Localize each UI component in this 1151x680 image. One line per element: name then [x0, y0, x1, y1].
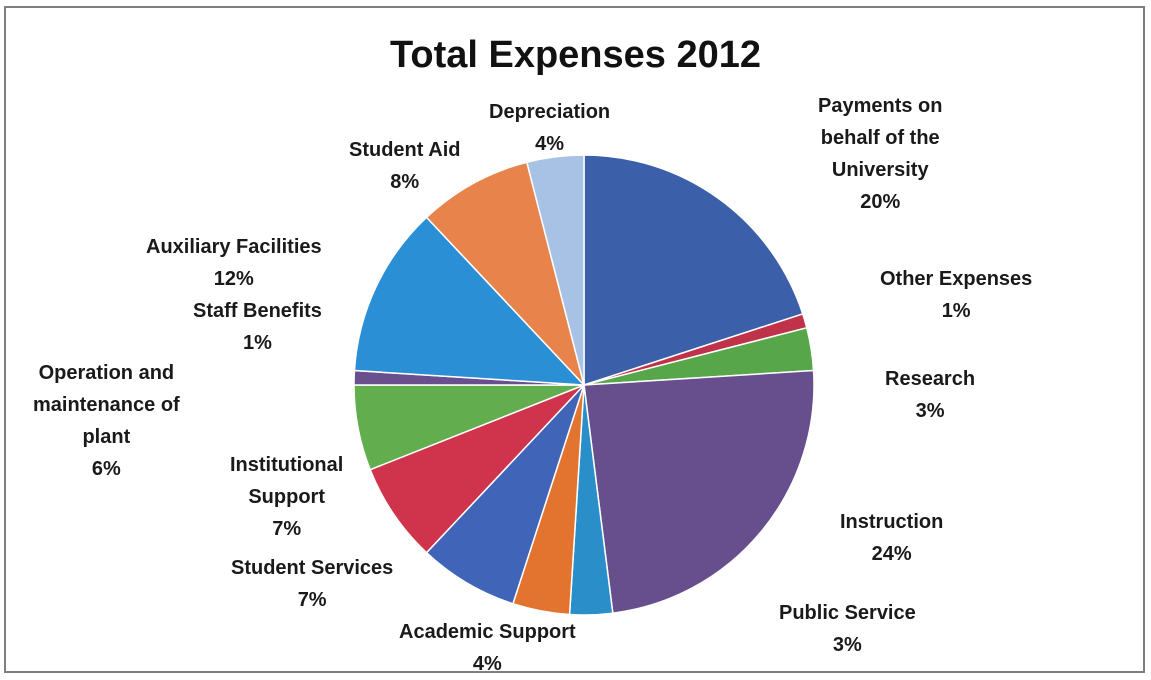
slice-label-text: Public Service [779, 602, 916, 624]
slice-label: Academic Support 4% [399, 616, 576, 680]
slice-label-text: University [831, 159, 929, 181]
slice-label-text: Research [885, 368, 976, 390]
slice-label-text: Payments on [818, 95, 943, 117]
slice-value-label: 20% [860, 191, 901, 213]
pie-slice-auxiliary-facilities [353, 216, 586, 386]
slice-label: Instruction 24% [840, 506, 943, 570]
slice-label: Auxiliary Facilities 12% [146, 231, 322, 295]
pie-slice-payments-on-behalf-of-the-university [583, 154, 804, 387]
slice-value-label: 3% [915, 400, 945, 422]
slice-value-label: 1% [243, 332, 272, 354]
pie-slice-institutional-support [369, 384, 585, 554]
slice-label-text: Staff Benefits [193, 300, 322, 322]
slice-value-label: 4% [535, 133, 565, 155]
slice-label-text: maintenance of [33, 394, 180, 416]
slice-value-label: 6% [91, 458, 121, 480]
slice-label: Public Service 3% [779, 597, 916, 661]
slice-label-text: Instruction [840, 511, 944, 533]
slice-label-text: behalf of the [820, 127, 940, 149]
slice-value-label: 8% [390, 171, 420, 193]
slice-label-text: Student Aid [349, 139, 461, 161]
slice-label-text: Auxiliary Facilities [146, 236, 322, 258]
slice-label-text: Depreciation [489, 101, 611, 123]
slice-value-label: 7% [272, 518, 302, 540]
slice-value-label: 24% [871, 543, 912, 565]
slice-value-label: 12% [213, 268, 254, 290]
slice-value-label: 1% [941, 300, 971, 322]
slice-value-label: 4% [472, 653, 502, 675]
slice-label: Student Services 7% [231, 552, 393, 616]
slice-label-text: Operation and [38, 362, 175, 384]
pie-slice-depreciation [525, 154, 585, 386]
slice-label-text: Support [248, 486, 325, 508]
slice-label: Staff Benefits 1% [193, 295, 322, 359]
slice-value-label: 7% [297, 589, 327, 611]
slice-label: Depreciation 4% [489, 96, 610, 160]
pie-slice-student-services [425, 384, 585, 605]
slice-label-text: Institutional [230, 454, 344, 476]
slice-value-label: 3% [832, 634, 862, 656]
slice-label: Research 3% [885, 363, 975, 427]
slice-label: Institutional Support 7% [230, 449, 343, 545]
slice-label: Payments on behalf of the University 20% [818, 90, 942, 218]
slice-label: Other Expenses 1% [880, 263, 1032, 327]
slice-label-text: Student Services [231, 557, 394, 579]
slice-label-text: Other Expenses [880, 268, 1033, 290]
slice-label: Student Aid 8% [349, 134, 460, 198]
slice-label-text: plant [82, 426, 131, 448]
slice-label: Operation and maintenance of plant 6% [33, 357, 180, 485]
pie-slice-instruction [583, 369, 815, 615]
slice-label-text: Academic Support [399, 621, 576, 643]
chart-title: Total Expenses 2012 [389, 34, 762, 76]
pie-slice-student-aid [425, 161, 585, 386]
